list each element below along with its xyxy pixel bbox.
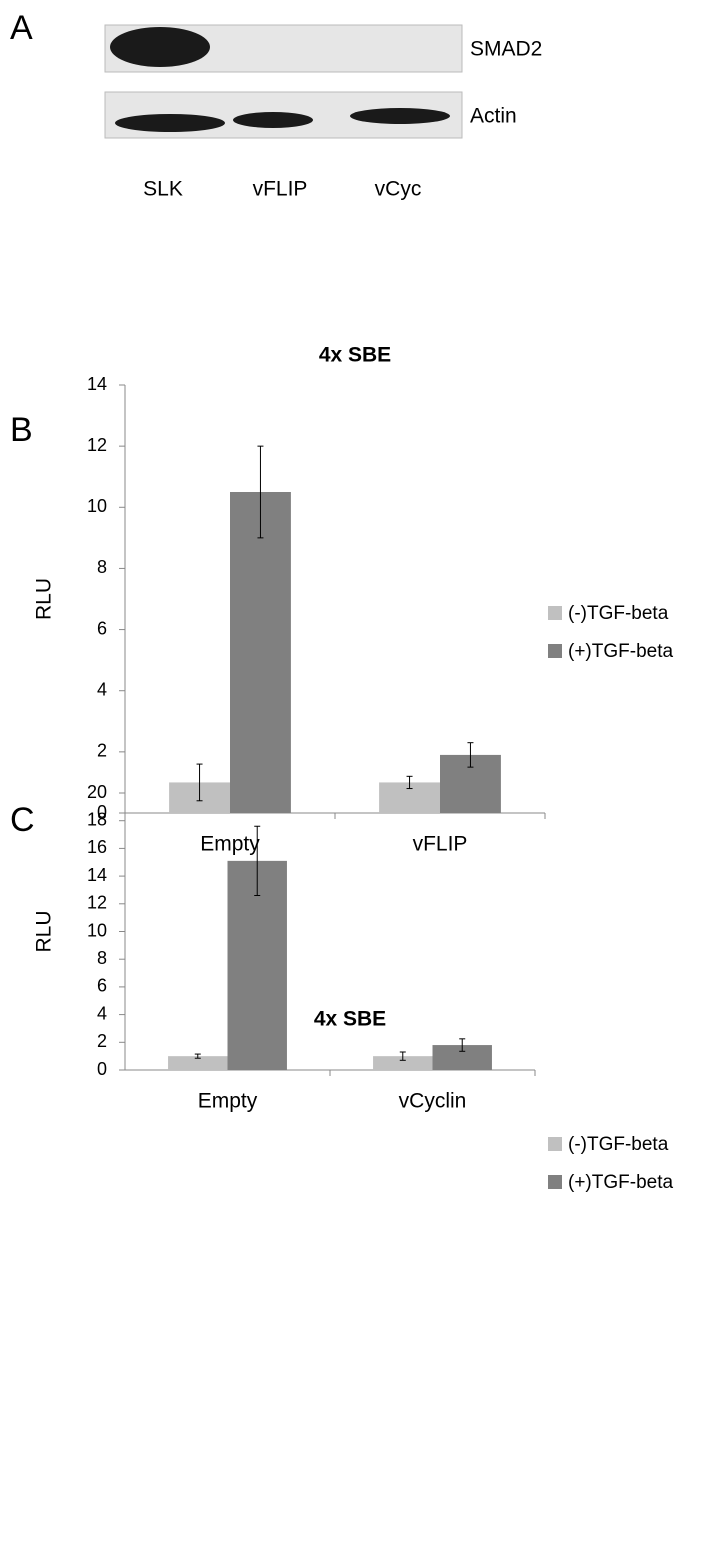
panel-label: A bbox=[10, 9, 33, 47]
band bbox=[110, 27, 210, 67]
x-tick-label: Empty bbox=[200, 833, 260, 856]
y-tick-label: 10 bbox=[87, 920, 107, 940]
lane-label: vFLIP bbox=[253, 178, 308, 201]
x-tick-label: vCyclin bbox=[399, 1090, 467, 1113]
legend-swatch bbox=[548, 606, 562, 620]
y-tick-label: 12 bbox=[87, 435, 107, 455]
lane-label: vCyc bbox=[375, 178, 422, 201]
legend-label: (-)TGF-beta bbox=[568, 603, 669, 624]
y-tick-label: 8 bbox=[97, 557, 107, 577]
y-axis-label: RLU bbox=[33, 910, 56, 952]
y-tick-label: 0 bbox=[97, 1059, 107, 1079]
y-tick-label: 16 bbox=[87, 837, 107, 857]
legend-swatch bbox=[548, 644, 562, 658]
y-tick-label: 8 bbox=[97, 948, 107, 968]
y-tick-label: 2 bbox=[97, 741, 107, 761]
panel-label: C bbox=[10, 801, 35, 839]
y-tick-label: 10 bbox=[87, 496, 107, 516]
legend-swatch bbox=[548, 1175, 562, 1189]
page: {"panel_a": {"label": "A", "blots": ["SM… bbox=[0, 0, 718, 1543]
chart-title: 4x SBE bbox=[314, 1008, 386, 1031]
blot-label: SMAD2 bbox=[470, 38, 542, 61]
x-tick-label: vFLIP bbox=[413, 833, 468, 856]
legend-label: (-)TGF-beta bbox=[568, 1134, 669, 1155]
y-tick-label: 2 bbox=[97, 1031, 107, 1051]
band bbox=[350, 108, 450, 124]
y-tick-label: 14 bbox=[87, 865, 107, 885]
lane-label: SLK bbox=[143, 178, 183, 201]
x-tick-label: Empty bbox=[198, 1090, 258, 1113]
y-tick-label: 4 bbox=[97, 1003, 107, 1023]
band bbox=[115, 114, 225, 132]
legend-swatch bbox=[548, 1137, 562, 1151]
y-tick-label: 20 bbox=[87, 782, 107, 802]
y-tick-label: 12 bbox=[87, 893, 107, 913]
y-tick-label: 4 bbox=[97, 679, 107, 699]
y-tick-label: 6 bbox=[97, 618, 107, 638]
figure: A SMAD2 Actin SLK vFLIP vCyc 4x SBE B RLU 0… bbox=[0, 0, 718, 1538]
legend-label: (+)TGF-beta bbox=[568, 641, 673, 662]
band bbox=[233, 112, 313, 128]
y-tick-label: 18 bbox=[87, 809, 107, 829]
y-tick-label: 14 bbox=[87, 374, 107, 394]
chart-title: 4x SBE bbox=[319, 344, 391, 367]
panel-label: B bbox=[10, 411, 33, 449]
legend-label: (+)TGF-beta bbox=[568, 1172, 673, 1193]
bar bbox=[230, 492, 291, 813]
y-tick-label: 6 bbox=[97, 976, 107, 996]
y-axis-label: RLU bbox=[33, 578, 56, 620]
blot-label: Actin bbox=[470, 105, 517, 128]
